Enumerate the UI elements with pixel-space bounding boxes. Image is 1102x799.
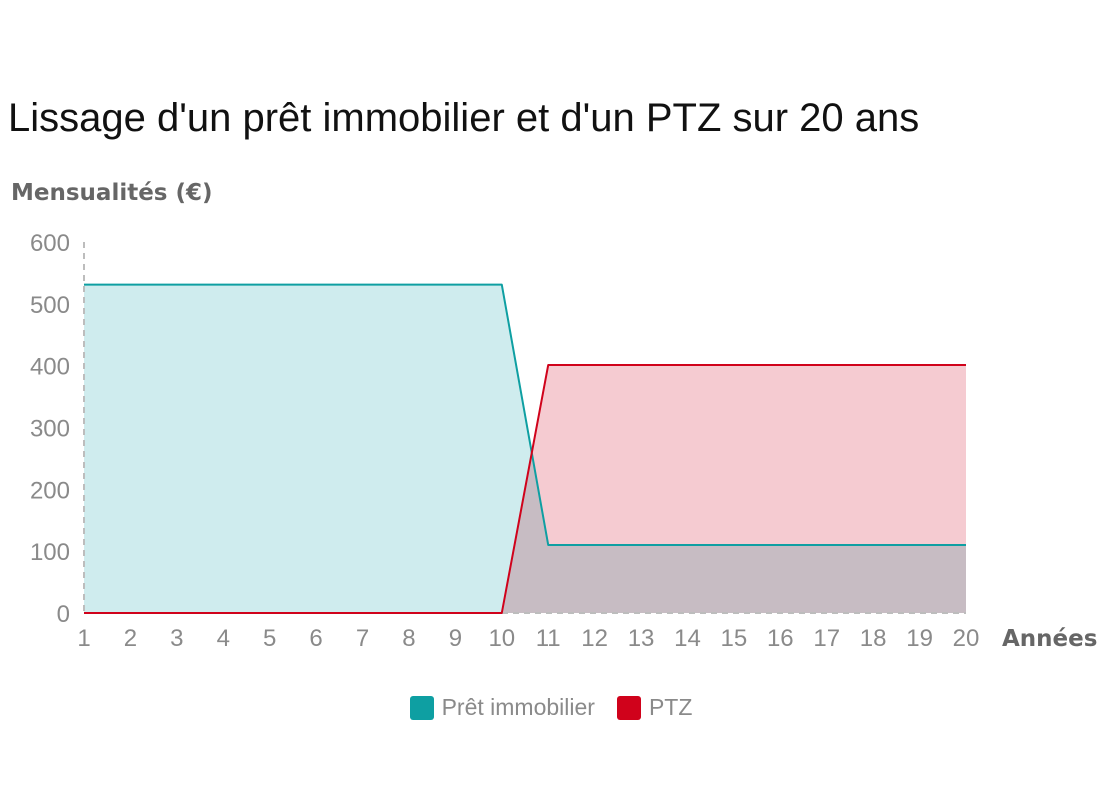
x-axis-title: Années [1002, 626, 1097, 652]
x-tick-label: 7 [356, 625, 369, 652]
x-tick-label: 11 [536, 625, 561, 652]
x-tick-label: 6 [309, 625, 322, 652]
legend-item-pret-immobilier[interactable]: Prêt immobilier [409, 694, 595, 721]
legend-swatch [409, 695, 434, 720]
area-pret-immobilier [84, 284, 966, 613]
y-tick-label: 100 [30, 539, 70, 566]
x-tick-label: 18 [860, 625, 887, 652]
x-tick-label: 16 [767, 625, 794, 652]
legend-item-ptz[interactable]: PTZ [616, 694, 693, 721]
x-tick-label: 3 [170, 625, 183, 652]
x-tick-label: 10 [488, 625, 515, 652]
x-tick-label: 19 [906, 625, 933, 652]
line-pret-immobilier [84, 283, 966, 546]
legend-label: Prêt immobilier [441, 694, 595, 720]
y-tick-label: 300 [30, 416, 70, 443]
x-tick-label: 5 [263, 625, 276, 652]
x-tick-label: 2 [124, 625, 137, 652]
x-tick-label: 20 [953, 625, 980, 652]
y-tick-label: 0 [57, 601, 70, 628]
y-axis-title: Mensualités (€) [11, 180, 213, 206]
x-tick-label: 9 [449, 625, 462, 652]
legend-swatch [616, 695, 641, 720]
x-tick-label: 13 [628, 625, 655, 652]
x-tick-label: 17 [813, 625, 840, 652]
x-tick-label: 15 [721, 625, 748, 652]
chart-title: Lissage d'un prêt immobilier et d'un PTZ… [8, 96, 920, 140]
x-tick-label: 4 [217, 625, 230, 652]
x-tick-label: 8 [402, 625, 415, 652]
y-tick-label: 500 [30, 292, 70, 319]
line-ptz [84, 364, 966, 614]
y-tick-label: 600 [30, 230, 70, 257]
x-tick-label: 14 [674, 625, 701, 652]
legend-label: PTZ [648, 694, 693, 720]
y-tick-label: 400 [30, 354, 70, 381]
y-tick-label: 200 [30, 477, 70, 504]
x-tick-label: 1 [77, 625, 90, 652]
x-tick-label: 12 [581, 625, 608, 652]
legend: Prêt immobilier PTZ [0, 694, 1102, 721]
